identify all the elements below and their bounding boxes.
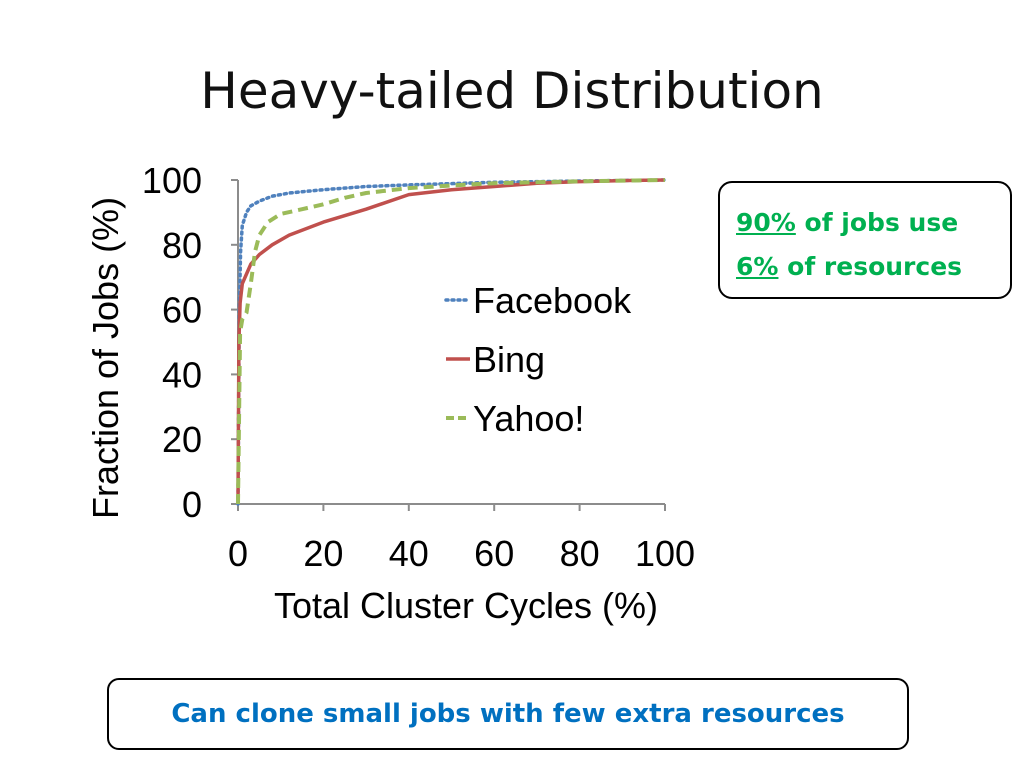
y-tick-label: 100 (142, 160, 202, 201)
x-tick-label: 60 (474, 533, 514, 574)
y-tick-label: 20 (162, 419, 202, 460)
y-tick-label: 80 (162, 225, 202, 266)
callout-jobs-percent: 90% (736, 208, 796, 237)
x-axis-title: Total Cluster Cycles (%) (274, 585, 658, 626)
y-tick-label: 60 (162, 290, 202, 331)
slide-title: Heavy-tailed Distribution (200, 62, 824, 120)
legend-label: Bing (473, 339, 545, 380)
legend-label: Facebook (473, 280, 632, 321)
series-line-facebook (236, 178, 667, 506)
y-axis-title: Fraction of Jobs (%) (85, 197, 126, 519)
callout-resources-percent: 6% (736, 252, 779, 281)
callout-line-2: 6% of resources (736, 245, 1010, 289)
callout-resources-text: of resources (778, 252, 963, 281)
bottom-note-box: Can clone small jobs with few extra reso… (107, 678, 909, 750)
x-tick-label: 0 (228, 533, 248, 574)
y-tick-label: 40 (162, 354, 202, 395)
x-tick-label: 100 (635, 533, 695, 574)
legend-label: Yahoo! (473, 398, 584, 439)
y-tick-label: 0 (182, 484, 202, 525)
chart-series (236, 178, 667, 506)
callout-jobs-text: of jobs use (795, 208, 959, 237)
callout-box: 90% of jobs use 6% of resources (718, 181, 1012, 299)
x-tick-label: 20 (303, 533, 343, 574)
bottom-note-text: Can clone small jobs with few extra reso… (171, 699, 845, 729)
callout-line-1: 90% of jobs use (736, 201, 1010, 245)
chart-legend: Facebook Bing Yahoo! (444, 280, 632, 439)
chart-tick-labels: 0 20 40 60 80 100 0 20 40 60 80 100 (142, 160, 695, 574)
chart-axes (231, 179, 666, 511)
x-tick-label: 40 (389, 533, 429, 574)
x-tick-label: 80 (560, 533, 600, 574)
series-line-yahoo (236, 178, 666, 505)
series-line-bing (236, 178, 666, 505)
